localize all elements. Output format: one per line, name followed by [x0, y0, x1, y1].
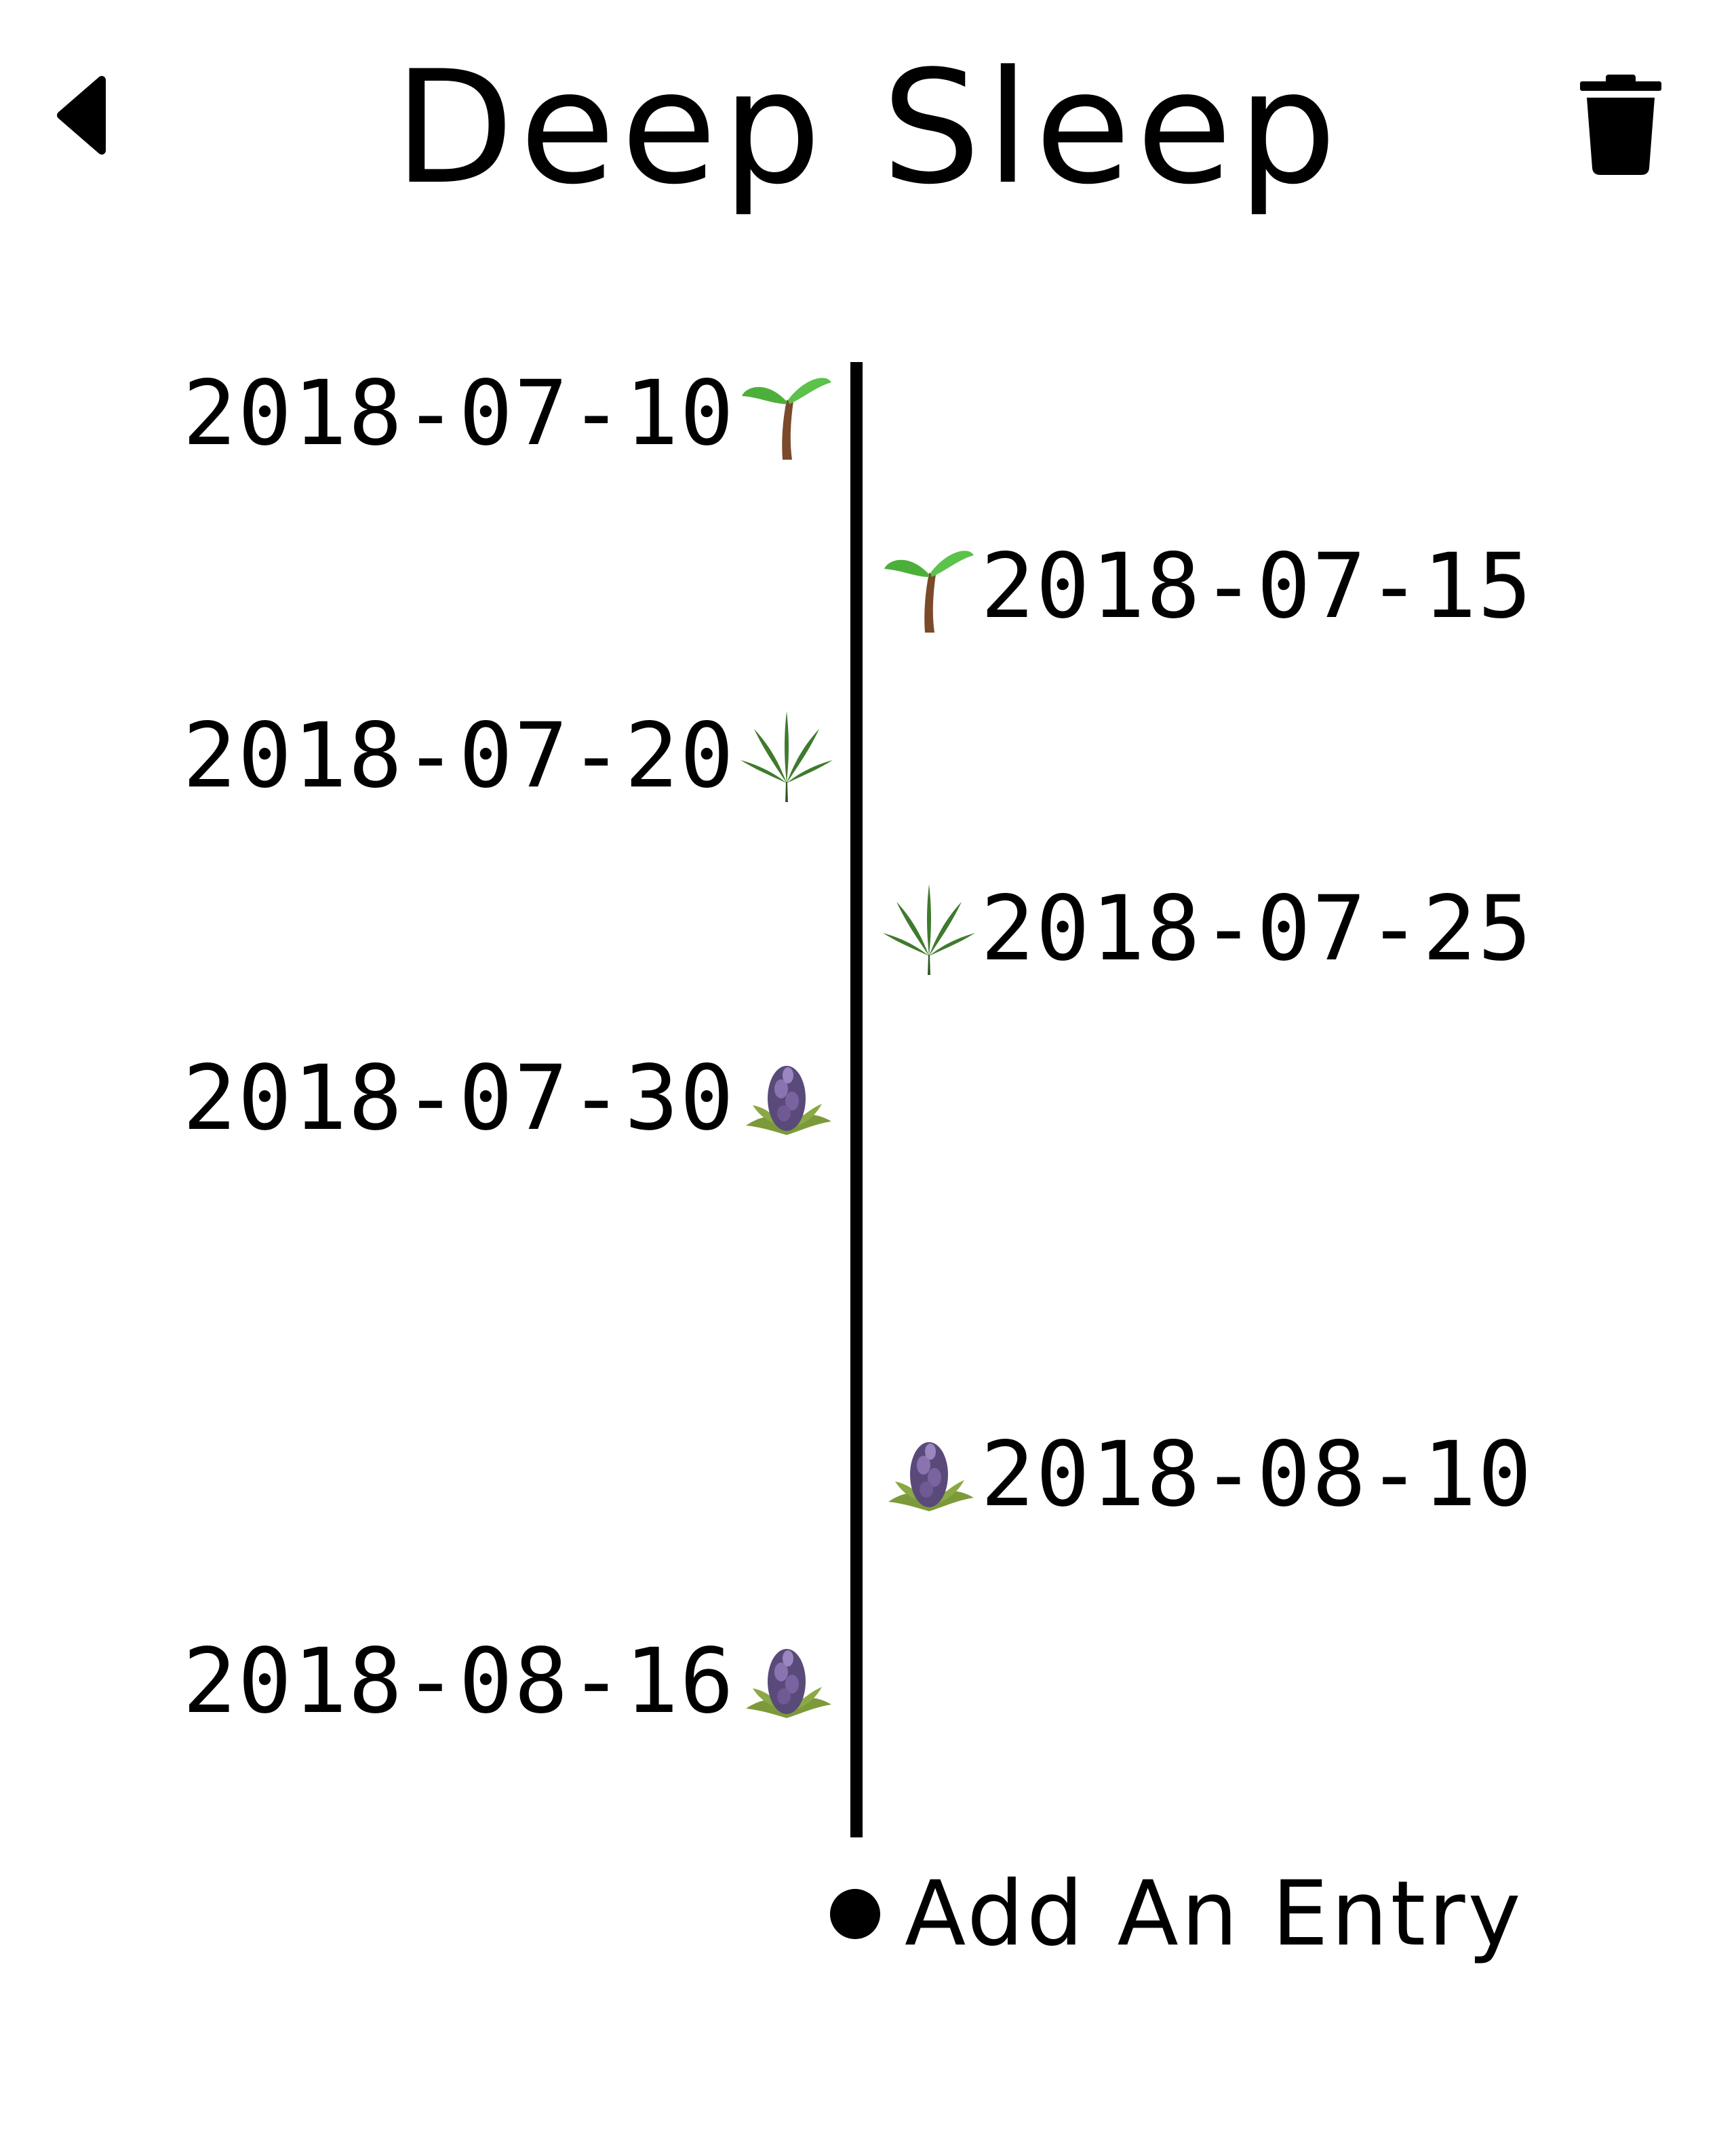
timeline-entry-left[interactable]: 2018-08-16 [182, 1629, 834, 1734]
entry-date: 2018-07-30 [182, 1046, 735, 1151]
cannabis-bud-icon [746, 1649, 831, 1718]
entry-date: 2018-08-10 [981, 1422, 1533, 1527]
delete-button[interactable] [1573, 75, 1668, 176]
timeline-entry-left[interactable]: 2018-07-10 [182, 361, 834, 466]
trash-icon [1580, 75, 1661, 175]
cannabis-leaf-icon [883, 884, 975, 975]
timeline-end-dot-icon [830, 1889, 880, 1939]
entry-date: 2018-08-16 [182, 1629, 735, 1734]
back-triangle-icon [57, 76, 106, 155]
timeline-line [850, 362, 863, 1837]
timeline-entry-right[interactable]: 2018-07-15 [882, 534, 1533, 639]
entry-date: 2018-07-15 [981, 534, 1533, 639]
cannabis-leaf-icon [741, 711, 833, 802]
timeline-entry-left[interactable]: 2018-07-30 [182, 1046, 834, 1151]
back-button[interactable] [54, 75, 108, 156]
add-entry-label: Add An Entry [905, 1862, 1524, 1966]
timeline-entry-left[interactable]: 2018-07-20 [182, 704, 834, 808]
entry-date: 2018-07-25 [981, 877, 1533, 981]
add-entry-button[interactable]: Add An Entry [830, 1862, 1524, 1966]
cannabis-bud-icon [746, 1066, 831, 1135]
timeline-entry-right[interactable]: 2018-08-10 [882, 1422, 1533, 1527]
seedling-icon [742, 378, 831, 460]
entry-date: 2018-07-10 [182, 361, 735, 466]
cannabis-bud-icon [888, 1442, 974, 1511]
page-title: Deep Sleep [393, 38, 1343, 219]
timeline-entry-right[interactable]: 2018-07-25 [882, 877, 1533, 981]
seedling-icon [884, 551, 974, 633]
entry-date: 2018-07-20 [182, 704, 735, 808]
